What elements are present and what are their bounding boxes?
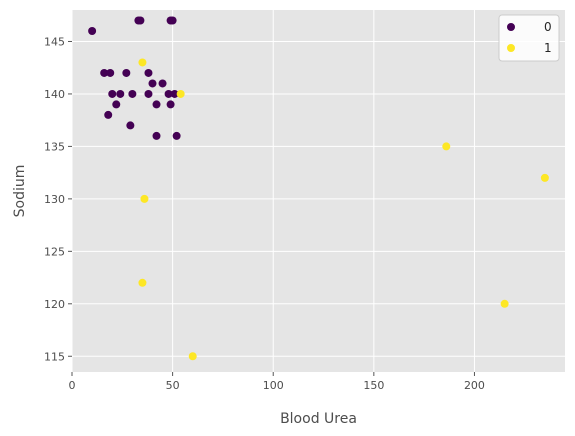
legend-marker-1 — [507, 44, 515, 52]
legend-label-1: 1 — [544, 41, 552, 55]
y-tick-label: 125 — [44, 245, 65, 258]
plot-area — [72, 10, 565, 372]
x-axis-label: Blood Urea — [280, 411, 357, 427]
data-point-series-0 — [126, 121, 135, 130]
data-point-series-0 — [152, 100, 161, 109]
legend-marker-0 — [507, 23, 515, 31]
data-point-series-0 — [144, 89, 153, 98]
data-point-series-0 — [88, 26, 97, 35]
data-point-series-0 — [116, 89, 125, 98]
y-tick-label: 130 — [44, 193, 65, 206]
x-tick-label: 0 — [69, 379, 76, 392]
y-tick-label: 135 — [44, 140, 65, 153]
grid — [71, 10, 565, 372]
data-point-series-0 — [168, 16, 177, 25]
data-point-series-0 — [136, 16, 145, 25]
data-point-series-1 — [500, 299, 509, 308]
data-point-series-0 — [166, 100, 175, 109]
data-point-series-1 — [540, 173, 549, 182]
x-tick-label: 50 — [166, 379, 180, 392]
data-point-series-0 — [164, 89, 173, 98]
data-point-series-1 — [442, 142, 451, 151]
data-point-series-1 — [188, 352, 197, 361]
x-tick-label: 100 — [263, 379, 284, 392]
data-point-series-0 — [158, 79, 167, 88]
data-point-series-0 — [106, 68, 115, 77]
legend-label-0: 0 — [544, 20, 552, 34]
x-tick-label: 150 — [363, 379, 384, 392]
y-axis-label: Sodium — [12, 165, 28, 218]
data-point-series-1 — [138, 58, 147, 67]
data-point-series-1 — [140, 194, 149, 203]
data-point-series-1 — [138, 278, 147, 287]
x-tick-label: 200 — [464, 379, 485, 392]
data-point-series-0 — [148, 79, 157, 88]
data-point-series-1 — [176, 89, 185, 98]
data-point-series-0 — [152, 131, 161, 140]
data-point-series-0 — [128, 89, 137, 98]
x-axis-ticks: 0 50 100 150 200 — [69, 372, 485, 392]
data-point-series-0 — [170, 89, 179, 98]
data-point-series-0 — [108, 89, 117, 98]
y-tick-label: 145 — [44, 35, 65, 48]
y-tick-label: 140 — [44, 88, 65, 101]
data-point-series-0 — [172, 131, 181, 140]
legend: 0 1 — [498, 14, 560, 62]
data-point-series-0 — [112, 100, 121, 109]
y-tick-label: 120 — [44, 298, 65, 311]
y-tick-label: 115 — [44, 350, 65, 363]
data-points — [88, 16, 549, 361]
data-point-series-0 — [100, 68, 109, 77]
data-point-series-0 — [144, 68, 153, 77]
y-axis-ticks: 115 120 125 130 135 140 145 — [44, 35, 72, 363]
data-point-series-0 — [122, 68, 131, 77]
data-point-series-0 — [104, 110, 113, 119]
